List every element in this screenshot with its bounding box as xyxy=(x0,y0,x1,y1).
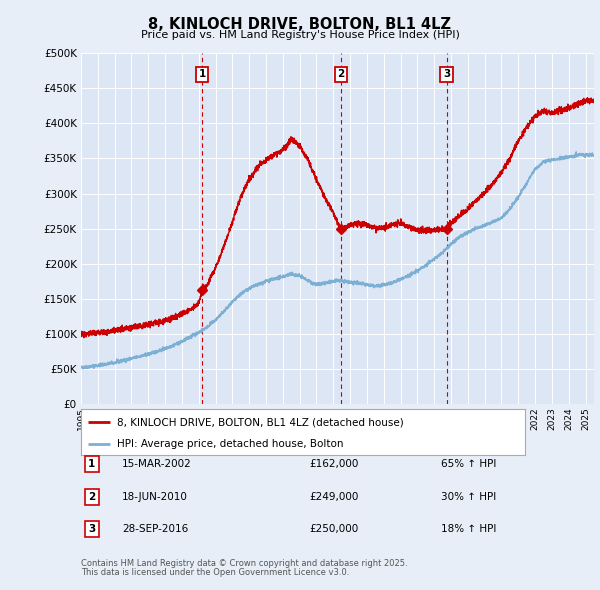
Text: Price paid vs. HM Land Registry's House Price Index (HPI): Price paid vs. HM Land Registry's House … xyxy=(140,30,460,40)
Text: 15-MAR-2002: 15-MAR-2002 xyxy=(122,460,191,469)
Text: 8, KINLOCH DRIVE, BOLTON, BL1 4LZ: 8, KINLOCH DRIVE, BOLTON, BL1 4LZ xyxy=(149,17,452,31)
Text: 1: 1 xyxy=(199,69,206,79)
Text: 3: 3 xyxy=(443,69,450,79)
Text: 2: 2 xyxy=(88,492,95,502)
Text: 3: 3 xyxy=(88,525,95,534)
Text: 1: 1 xyxy=(88,460,95,469)
Text: 18% ↑ HPI: 18% ↑ HPI xyxy=(441,525,496,534)
Text: 2: 2 xyxy=(337,69,344,79)
Text: 18-JUN-2010: 18-JUN-2010 xyxy=(122,492,188,502)
Text: £162,000: £162,000 xyxy=(309,460,358,469)
Text: This data is licensed under the Open Government Licence v3.0.: This data is licensed under the Open Gov… xyxy=(81,568,349,577)
Text: 28-SEP-2016: 28-SEP-2016 xyxy=(122,525,188,534)
Text: £249,000: £249,000 xyxy=(309,492,358,502)
Text: 8, KINLOCH DRIVE, BOLTON, BL1 4LZ (detached house): 8, KINLOCH DRIVE, BOLTON, BL1 4LZ (detac… xyxy=(116,417,403,427)
Text: HPI: Average price, detached house, Bolton: HPI: Average price, detached house, Bolt… xyxy=(116,439,343,449)
Text: 30% ↑ HPI: 30% ↑ HPI xyxy=(441,492,496,502)
Text: £250,000: £250,000 xyxy=(309,525,358,534)
Text: Contains HM Land Registry data © Crown copyright and database right 2025.: Contains HM Land Registry data © Crown c… xyxy=(81,559,407,568)
Text: 65% ↑ HPI: 65% ↑ HPI xyxy=(441,460,496,469)
